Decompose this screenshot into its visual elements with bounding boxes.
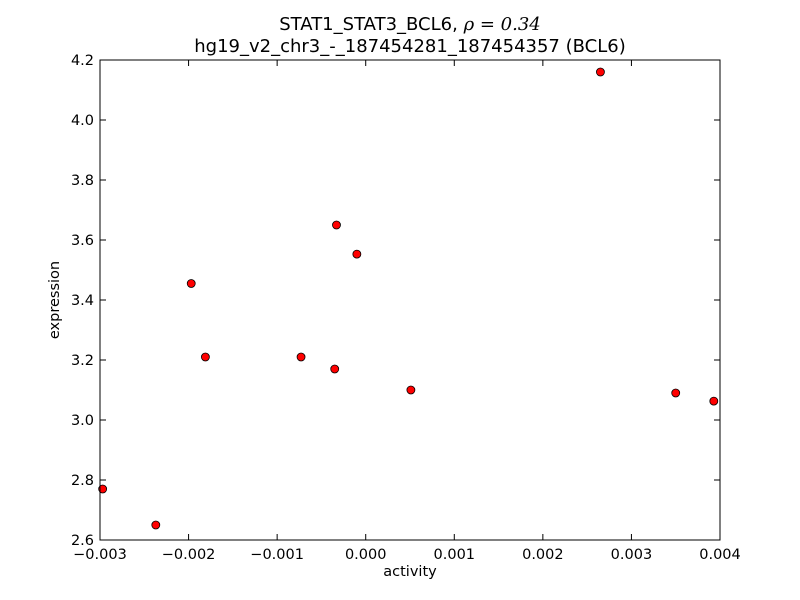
y-tick-label: 2.8 [71, 473, 94, 489]
x-tick-label: 0.002 [522, 547, 564, 563]
x-tick-label: 0.004 [699, 547, 741, 563]
y-axis-label: expression [47, 261, 63, 339]
data-point [332, 220, 341, 230]
chart-title-line1: STAT1_STAT3_BCL6, ρ = 0.34 [279, 14, 541, 35]
x-tick-label: −0.002 [162, 547, 216, 563]
data-point [352, 249, 362, 259]
x-axis-label: activity [383, 564, 437, 580]
data-point [330, 364, 340, 374]
chart-title-main: STAT1_STAT3_BCL6, [279, 14, 463, 35]
data-point [709, 396, 719, 406]
data-point [186, 279, 196, 288]
data-point [151, 520, 161, 530]
x-tick-label: 0.001 [434, 547, 476, 563]
x-tick-label: −0.003 [73, 547, 127, 563]
y-tick-label: 3.2 [71, 353, 94, 369]
x-tick-label: 0.000 [345, 547, 387, 563]
data-point [671, 388, 681, 398]
data-point [596, 67, 605, 77]
data-point [296, 352, 306, 362]
y-tick-label: 4.2 [71, 53, 94, 69]
x-tick-label: −0.001 [250, 547, 304, 563]
plot-frame [99, 59, 721, 541]
data-point [200, 352, 210, 362]
y-tick-label: 3.4 [71, 293, 94, 309]
plot-area: −0.003 −0.002 −0.001 0.000 0.001 0.002 0.003 0.… [71, 53, 741, 563]
x-tick-label: 0.003 [611, 547, 653, 563]
chart-title-line2: hg19_v2_chr3_-_187454281_187454357 (BCL6… [194, 36, 625, 57]
y-tick-label: 3.8 [71, 173, 94, 189]
y-tick-label: 3.6 [71, 233, 94, 249]
y-tick-label: 2.6 [71, 533, 94, 549]
data-point [406, 385, 416, 395]
y-tick-label: 3.0 [71, 413, 94, 429]
chart-title-rho: ρ = 0.34 [463, 14, 541, 35]
data-point [98, 484, 108, 494]
y-tick-label: 4.0 [71, 113, 94, 129]
